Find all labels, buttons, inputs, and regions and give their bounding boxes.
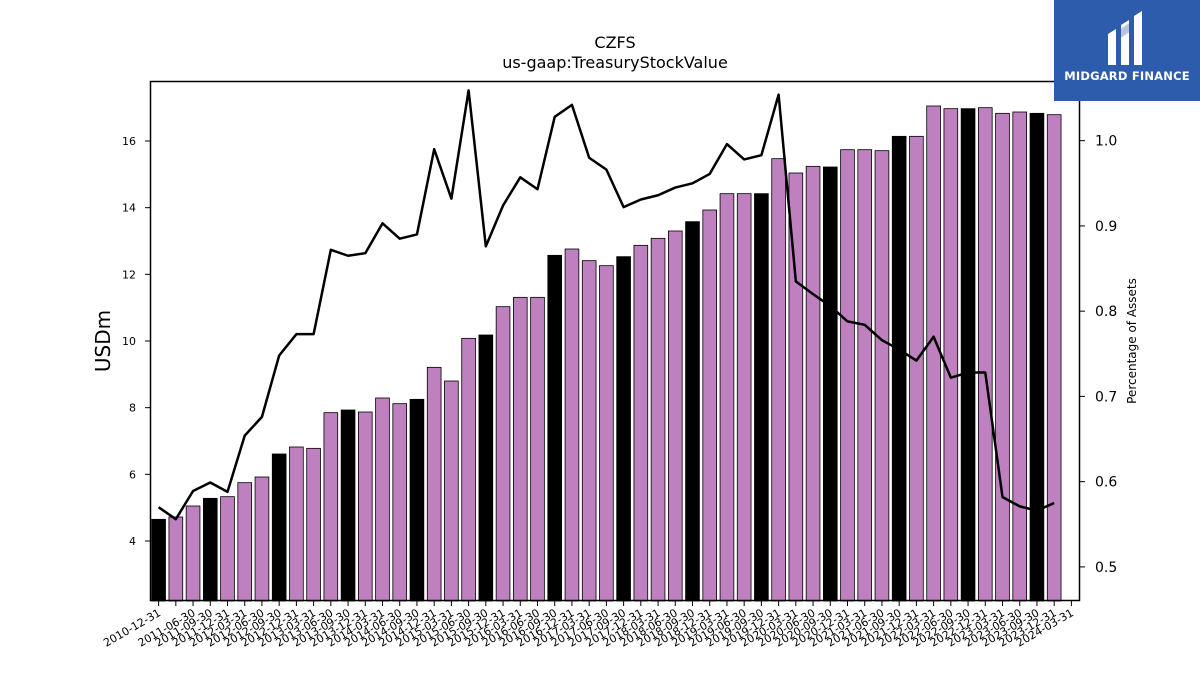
bar: [547, 254, 563, 602]
bar: [1029, 112, 1045, 602]
percentage-line: [157, 89, 1055, 521]
bar: [754, 193, 769, 602]
bar: [237, 482, 253, 602]
bar: [375, 397, 390, 602]
bar: [650, 237, 666, 602]
bar: [581, 260, 597, 602]
bar: [926, 105, 941, 602]
bar: [478, 334, 494, 602]
bar: [512, 296, 528, 602]
plot-frame: [149, 80, 1081, 602]
x-axis-ticks: 2010-12-312011-06-302011-09-302011-12-31…: [101, 601, 1076, 650]
bar: [909, 135, 924, 602]
brand-name: MIDGARD FINANCE: [1064, 69, 1190, 83]
bar: [995, 112, 1010, 602]
bar: [426, 366, 442, 602]
bar: [202, 497, 218, 602]
bar: [616, 256, 631, 602]
bar: [289, 446, 304, 602]
bar: [323, 412, 339, 602]
y2-axis-label: Percentage of Assets: [1125, 278, 1139, 404]
y-tick-label: 12: [122, 268, 136, 281]
bar: [685, 221, 700, 602]
y2-tick-label: 0.6: [1095, 475, 1117, 491]
bar: [822, 166, 838, 602]
y2-tick-label: 0.5: [1095, 560, 1117, 576]
y2-tick-label: 0.7: [1095, 389, 1117, 405]
bar: [1046, 114, 1062, 602]
bar: [306, 447, 321, 602]
y-tick-label: 10: [122, 335, 136, 348]
bar: [409, 398, 425, 602]
bar: [960, 108, 976, 602]
bar: [633, 244, 649, 602]
midgard-m-logo-icon: [1108, 11, 1142, 65]
y-tick-label: 6: [129, 468, 136, 481]
chart-subtitle: us-gaap:TreasuryStockValue: [502, 53, 728, 72]
y2-tick-label: 0.9: [1095, 219, 1117, 235]
y-axis-ticks: 4 6 8 10 12 14 16: [122, 135, 150, 548]
y2-tick-label: 1.0: [1095, 134, 1117, 150]
bar: [357, 411, 373, 602]
y-axis-label: USDm: [91, 310, 115, 372]
y2-axis-ticks: 0.5 0.6 0.7 0.8 0.9 1.0: [1080, 134, 1117, 576]
bar: [271, 453, 287, 602]
bar: [392, 403, 408, 602]
bar: [495, 306, 511, 602]
bar: [874, 150, 890, 602]
y-tick-label: 4: [129, 535, 136, 548]
bar: [254, 476, 270, 602]
bar: [185, 505, 201, 602]
y2-tick-label: 0.8: [1095, 304, 1117, 320]
bar: [1012, 111, 1028, 602]
bar: [719, 193, 735, 602]
bar: [461, 337, 476, 602]
bar: [943, 108, 959, 602]
bar: [151, 518, 166, 602]
bar: [857, 149, 873, 602]
bar: [444, 380, 459, 602]
brand-logo: MIDGARD FINANCE: [1054, 0, 1200, 101]
bar: [736, 193, 752, 602]
bar: [220, 496, 235, 602]
bar: [168, 516, 184, 602]
line-series: [157, 89, 1055, 521]
bar: [667, 230, 683, 602]
bar: [599, 265, 614, 602]
y-tick-label: 16: [122, 135, 136, 148]
bar: [840, 149, 855, 602]
bar: [891, 135, 907, 602]
y-tick-label: 8: [129, 402, 136, 415]
bar: [702, 209, 718, 602]
bar: [977, 107, 993, 602]
bar: [340, 409, 356, 602]
bar: [771, 158, 786, 602]
y-tick-label: 14: [122, 202, 136, 215]
bar: [564, 248, 580, 602]
chart-title: CZFS: [594, 33, 635, 52]
bar: [805, 165, 821, 602]
bar-series: [151, 105, 1062, 602]
bar: [530, 296, 545, 602]
